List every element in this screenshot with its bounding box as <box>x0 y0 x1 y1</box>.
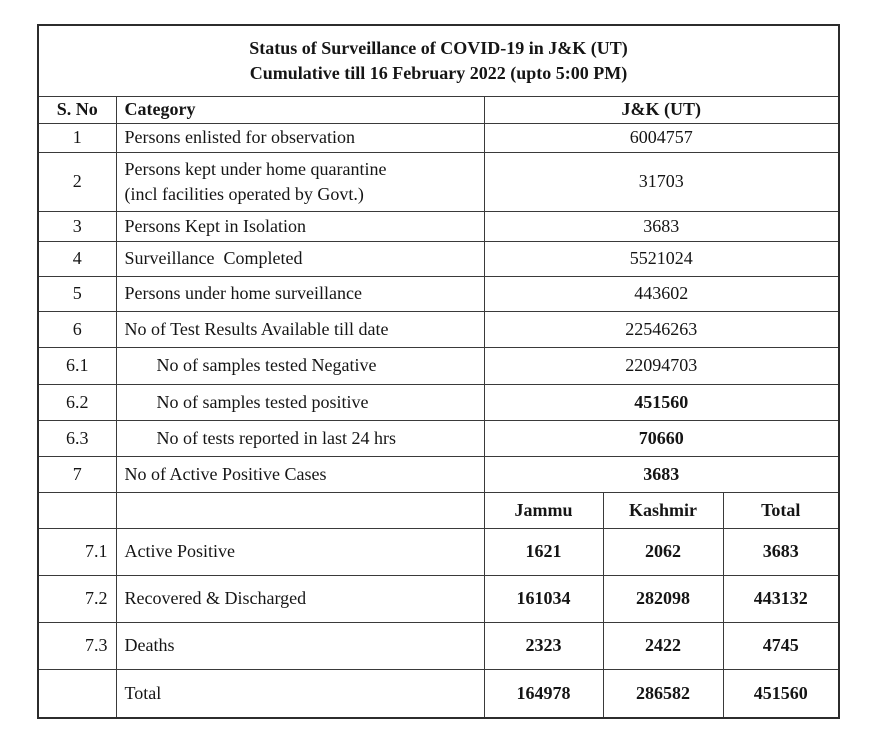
sno-cell: 6 <box>37 310 117 348</box>
sno-cell: 4 <box>37 240 117 277</box>
sno-cell: 1 <box>37 122 117 153</box>
empty-cell <box>115 491 485 529</box>
table-title-line2: Cumulative till 16 February 2022 (upto 5… <box>249 62 628 83</box>
surveillance-table: Status of Surveillance of COVID-19 in J&… <box>37 24 841 719</box>
table-row: 7.3 Deaths 2323 2422 4745 <box>37 621 840 670</box>
sno-cell: 2 <box>37 151 117 212</box>
title-row: Status of Surveillance of COVID-19 in J&… <box>37 24 840 97</box>
value-cell: 31703 <box>483 151 840 212</box>
category-cell: Deaths <box>115 621 485 670</box>
table-row: 6.3 No of tests reported in last 24 hrs … <box>37 419 840 457</box>
kashmir-value-cell: 2062 <box>602 527 724 576</box>
sno-cell: 6.3 <box>37 419 117 457</box>
kashmir-total-cell: 286582 <box>602 668 724 719</box>
value-cell: 3683 <box>483 455 840 493</box>
region-header-total: Total <box>722 491 840 529</box>
table-row: 3 Persons Kept in Isolation 3683 <box>37 210 840 242</box>
total-value-cell: 4745 <box>722 621 840 670</box>
sno-cell: 7.1 <box>37 527 117 576</box>
sno-cell: 5 <box>37 275 117 312</box>
jammu-value-cell: 2323 <box>483 621 604 670</box>
total-label-cell: Total <box>115 668 485 719</box>
column-header-sno: S. No <box>37 95 117 124</box>
category-cell: No of Active Positive Cases <box>115 455 485 493</box>
total-row: Total 164978 286582 451560 <box>37 668 840 719</box>
column-header-region: J&K (UT) <box>483 95 840 124</box>
table-row: 4 Surveillance Completed 5521024 <box>37 240 840 277</box>
value-cell: 70660 <box>483 419 840 457</box>
kashmir-value-cell: 282098 <box>602 574 724 623</box>
sno-cell: 7 <box>37 455 117 493</box>
category-cell: Persons Kept in Isolation <box>115 210 485 242</box>
table-row: 6.2 No of samples tested positive 451560 <box>37 383 840 421</box>
category-cell: Active Positive <box>115 527 485 576</box>
total-value-cell: 443132 <box>722 574 840 623</box>
value-cell: 5521024 <box>483 240 840 277</box>
region-header-jammu: Jammu <box>483 491 604 529</box>
category-cell: No of Test Results Available till date <box>115 310 485 348</box>
region-header-kashmir: Kashmir <box>602 491 724 529</box>
value-cell: 22094703 <box>483 346 840 385</box>
value-cell: 22546263 <box>483 310 840 348</box>
grand-total-cell: 451560 <box>722 668 840 719</box>
sno-cell <box>37 668 117 719</box>
sno-cell: 7.3 <box>37 621 117 670</box>
category-cell: Persons under home surveillance <box>115 275 485 312</box>
category-cell: No of samples tested positive <box>115 383 485 421</box>
jammu-value-cell: 1621 <box>483 527 604 576</box>
column-header-category: Category <box>115 95 485 124</box>
table-row: 6 No of Test Results Available till date… <box>37 310 840 348</box>
column-header-row: S. No Category J&K (UT) <box>37 95 840 124</box>
value-cell: 443602 <box>483 275 840 312</box>
table-row: 7 No of Active Positive Cases 3683 <box>37 455 840 493</box>
table-row: 2 Persons kept under home quarantine (in… <box>37 151 840 212</box>
sno-cell: 3 <box>37 210 117 242</box>
table-title-line1: Status of Surveillance of COVID-19 in J&… <box>249 38 628 59</box>
table-row: 7.1 Active Positive 1621 2062 3683 <box>37 527 840 576</box>
sno-cell: 6.2 <box>37 383 117 421</box>
sno-cell: 7.2 <box>37 574 117 623</box>
sno-cell: 6.1 <box>37 346 117 385</box>
category-cell: Surveillance Completed <box>115 240 485 277</box>
table-row: 5 Persons under home surveillance 443602 <box>37 275 840 312</box>
category-cell: Recovered & Discharged <box>115 574 485 623</box>
value-cell: 6004757 <box>483 122 840 153</box>
category-cell: Persons kept under home quarantine (incl… <box>115 151 485 212</box>
table-row: 6.1 No of samples tested Negative 220947… <box>37 346 840 385</box>
kashmir-value-cell: 2422 <box>602 621 724 670</box>
jammu-total-cell: 164978 <box>483 668 604 719</box>
category-cell: No of tests reported in last 24 hrs <box>115 419 485 457</box>
category-cell: Persons enlisted for observation <box>115 122 485 153</box>
total-value-cell: 3683 <box>722 527 840 576</box>
table-row: 1 Persons enlisted for observation 60047… <box>37 122 840 153</box>
table-title: Status of Surveillance of COVID-19 in J&… <box>37 24 840 97</box>
value-cell: 451560 <box>483 383 840 421</box>
jammu-value-cell: 161034 <box>483 574 604 623</box>
table-row: 7.2 Recovered & Discharged 161034 282098… <box>37 574 840 623</box>
region-header-row: Jammu Kashmir Total <box>37 491 840 529</box>
category-cell: No of samples tested Negative <box>115 346 485 385</box>
value-cell: 3683 <box>483 210 840 242</box>
empty-cell <box>37 491 117 529</box>
